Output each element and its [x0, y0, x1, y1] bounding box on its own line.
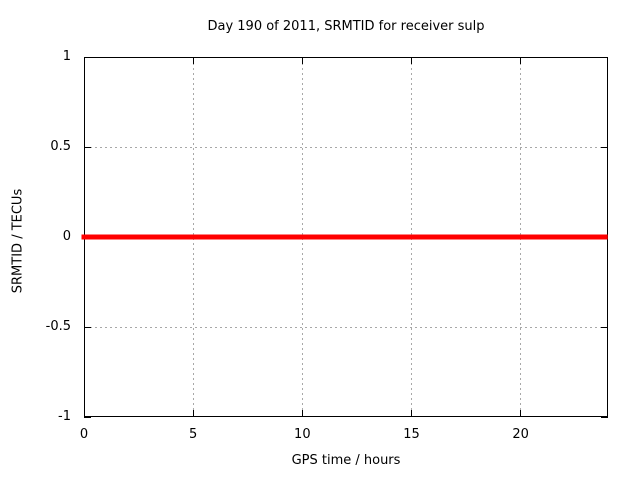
y-tick-label: 0.5	[50, 139, 71, 154]
x-tick-label: 15	[403, 427, 420, 442]
x-tick-label: 5	[189, 427, 198, 442]
y-tick-label: -1	[58, 409, 71, 424]
y-tick-mark	[601, 56, 608, 58]
x-tick-mark	[411, 410, 412, 417]
x-tick-label: 0	[79, 427, 89, 442]
y-tick-label: -0.5	[45, 319, 71, 334]
x-tick-mark	[301, 410, 303, 417]
y-tick-mark	[601, 416, 608, 418]
series-layer	[81, 234, 608, 240]
x-tick-mark	[83, 57, 85, 64]
x-tick-mark	[520, 57, 522, 64]
y-tick-mark	[84, 56, 91, 58]
x-tick-mark	[301, 57, 303, 64]
x-tick-label: 20	[512, 427, 529, 442]
x-tick-mark	[192, 57, 194, 64]
y-tick-mark	[601, 326, 608, 328]
y-tick-mark	[601, 146, 608, 148]
chart-title: Day 190 of 2011, SRMTID for receiver sul…	[207, 19, 485, 34]
y-tick-mark	[84, 146, 91, 148]
x-tick-mark	[411, 57, 412, 64]
x-tick-label: 10	[294, 427, 311, 442]
x-tick-mark	[520, 410, 522, 417]
y-tick-label: 1	[62, 49, 71, 64]
y-tick-label: 0	[62, 229, 71, 244]
x-tick-mark	[192, 410, 194, 417]
y-tick-mark	[84, 416, 91, 418]
y-gridline	[85, 146, 607, 148]
x-axis-label: GPS time / hours	[291, 453, 401, 468]
y-gridline	[85, 326, 607, 328]
x-tick-mark	[83, 410, 85, 417]
y-tick-mark	[84, 326, 91, 328]
plot-area	[81, 56, 608, 418]
